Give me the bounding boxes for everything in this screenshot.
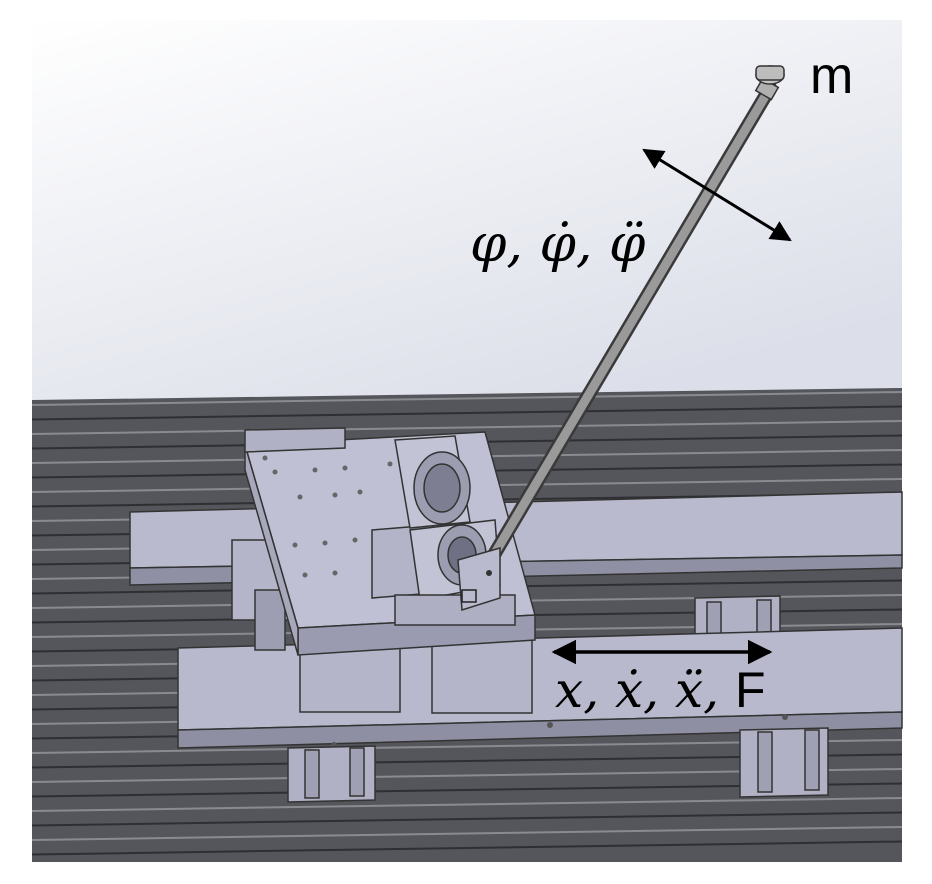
plate-hole	[357, 489, 363, 495]
profile-groove-line	[31, 840, 903, 856]
profile-groove-line	[31, 797, 903, 812]
plate-hole	[302, 572, 308, 578]
cart-position-label: x, ẋ, ẍ,	[555, 661, 720, 719]
plate-hole	[272, 469, 278, 475]
profile-groove-line	[31, 811, 903, 827]
plate-hole	[262, 455, 268, 461]
force-label: F	[734, 662, 766, 718]
plate-hole	[332, 570, 338, 576]
profile-groove-line	[31, 391, 903, 406]
plate-hole	[332, 492, 338, 498]
cart-state-label: x, ẋ, ẍ, F	[555, 665, 766, 715]
pendulum-mass	[754, 65, 785, 101]
mass-label: m	[810, 47, 854, 105]
profile-groove-line	[31, 826, 903, 841]
plate-hole	[322, 540, 328, 546]
plate-hole	[342, 465, 348, 471]
front-support-feet	[287, 727, 829, 803]
plate-hole	[312, 467, 318, 473]
plate-hole	[297, 494, 303, 500]
rear-support-feet	[694, 595, 781, 643]
pendulum-angle-label: φ, φ̇, φ̈	[470, 214, 646, 274]
plate-hole	[292, 542, 298, 548]
profile-groove-line	[31, 420, 903, 435]
plate-hole	[387, 461, 393, 467]
pendulum-swing-arrow	[642, 148, 792, 242]
profile-groove-line	[31, 405, 903, 421]
plate-hole	[352, 537, 358, 543]
